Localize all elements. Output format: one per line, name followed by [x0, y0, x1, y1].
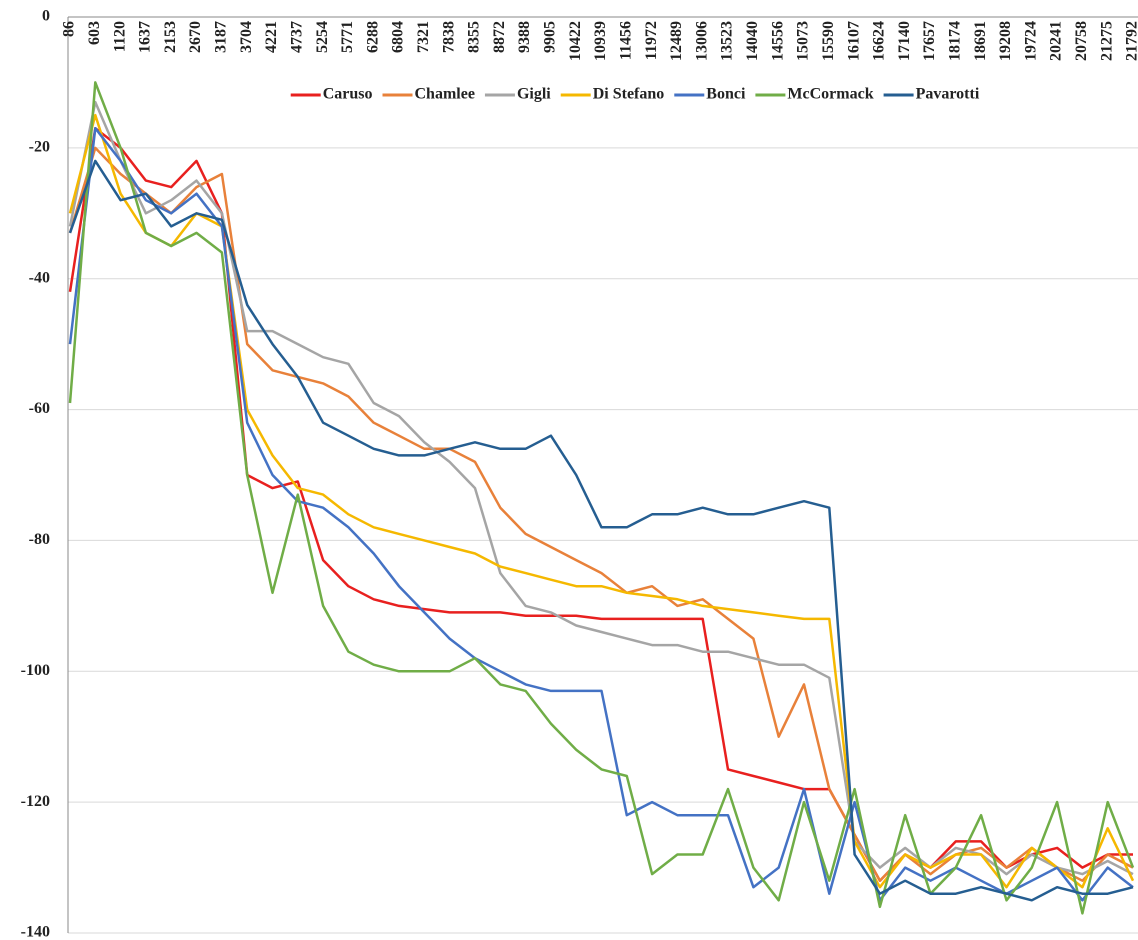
x-tick-label: 19724: [1022, 21, 1039, 61]
legend-label: Di Stefano: [593, 86, 665, 103]
y-tick-label: -80: [29, 531, 50, 548]
legend-label: McCormack: [787, 86, 873, 103]
series-line: [68, 113, 1135, 889]
x-tick-label: 12489: [668, 21, 685, 61]
x-tick-label: 17657: [921, 21, 938, 61]
x-tick-label: 3704: [238, 21, 255, 53]
x-tick-label: 1637: [137, 21, 154, 53]
x-tick-label: 21792: [1124, 21, 1138, 61]
x-tick-label: 15590: [820, 21, 837, 61]
y-tick-label: 0: [42, 8, 50, 25]
x-tick-label: 20758: [1073, 21, 1090, 61]
x-tick-label: 14040: [744, 21, 761, 61]
x-tick-label: 8355: [466, 21, 483, 53]
legend-label: Chamlee: [415, 86, 475, 103]
x-tick-label: 2153: [162, 21, 179, 53]
x-tick-label: 17140: [896, 21, 913, 61]
legend-label: Caruso: [323, 86, 373, 103]
y-tick-label: -40: [29, 269, 50, 286]
x-tick-label: 5254: [314, 21, 331, 53]
x-tick-label: 2670: [187, 21, 204, 53]
x-tick-label: 10422: [567, 21, 584, 61]
y-tick-label: -60: [29, 400, 50, 417]
series-line: [68, 146, 1134, 882]
x-tick-label: 603: [86, 21, 103, 45]
x-tick-label: 20241: [1048, 21, 1065, 61]
x-tick-label: 13006: [693, 21, 710, 61]
x-tick-label: 3187: [213, 21, 230, 53]
x-tick-label: 13523: [719, 21, 736, 61]
x-tick-label: 8872: [491, 21, 508, 53]
x-tick-label: 4737: [288, 21, 305, 53]
x-tick-label: 1120: [111, 21, 128, 52]
x-tick-label: 21275: [1098, 21, 1115, 61]
x-tick-label: 9388: [516, 21, 533, 53]
x-tick-label: 7838: [440, 21, 457, 53]
x-tick-label: 18691: [972, 21, 989, 61]
x-tick-label: 6288: [364, 21, 381, 53]
y-tick-label: -20: [29, 139, 50, 156]
legend-label: Bonci: [706, 86, 746, 103]
y-tick-label: -140: [21, 924, 50, 940]
y-tick-label: -120: [21, 793, 50, 810]
series-line: [68, 159, 1134, 902]
x-tick-label: 7321: [415, 21, 432, 53]
series-line: [68, 81, 1135, 915]
y-tick-label: -100: [21, 662, 50, 679]
x-tick-label: 10939: [592, 21, 609, 61]
x-tick-label: 4221: [263, 21, 280, 53]
x-tick-label: 11456: [617, 21, 634, 60]
x-tick-label: 16624: [871, 21, 888, 61]
x-tick-label: 11972: [643, 21, 660, 60]
legend-label: Pavarotti: [916, 86, 980, 103]
x-tick-label: 6804: [390, 21, 407, 53]
series-line: [68, 100, 1134, 876]
x-tick-label: 86: [61, 21, 78, 37]
x-tick-label: 18174: [947, 21, 964, 61]
x-tick-label: 19208: [997, 21, 1014, 61]
x-tick-label: 16107: [845, 21, 862, 61]
x-tick-label: 9905: [542, 21, 559, 53]
legend-label: Gigli: [517, 86, 551, 103]
legend: Caruso Chamlee Gigli Di Stefano Bonci McCorma…: [290, 86, 980, 103]
x-tick-label: 14556: [769, 21, 786, 61]
x-tick-label: 5771: [339, 21, 356, 53]
x-tick-label: 15073: [795, 21, 812, 61]
